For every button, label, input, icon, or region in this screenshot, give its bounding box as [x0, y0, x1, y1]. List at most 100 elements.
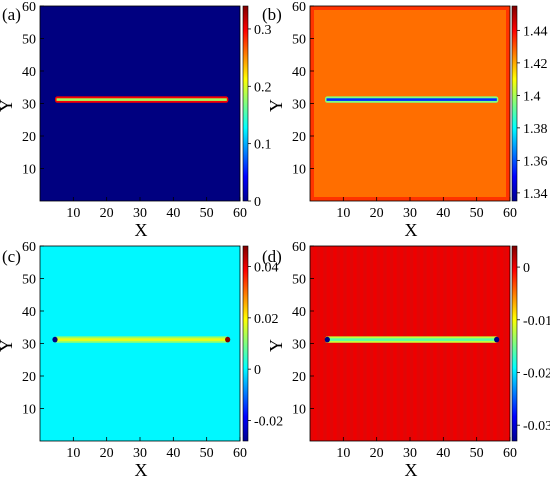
x-tick-label: 20 [370, 206, 384, 221]
x-tick-label: 10 [66, 446, 80, 461]
stripe [403, 246, 407, 441]
y-tick-label: 60 [292, 0, 306, 15]
colorbar-gradient [243, 246, 248, 441]
heatmap-background [314, 10, 506, 197]
x-tick-label: 60 [503, 206, 517, 221]
colorbar-frame [242, 245, 249, 442]
stripe [343, 246, 347, 441]
colorbar-tick-label: 1.4 [523, 89, 541, 104]
stripe [483, 246, 487, 441]
y-tick-label: 30 [22, 338, 36, 353]
stripe [356, 246, 360, 441]
y-tick-label: 20 [22, 370, 36, 385]
y-tick-label: 60 [22, 0, 36, 15]
stripe [423, 246, 427, 441]
y-axis-label: Y [0, 99, 16, 112]
y-axis-label: Y [0, 339, 16, 352]
colorbar-frame [511, 245, 518, 442]
x-tick-label: 20 [100, 206, 114, 221]
y-tick-label: 60 [292, 240, 306, 255]
panel-label: (c) [2, 247, 21, 266]
colorbar-tick-label: 0 [523, 261, 530, 276]
y-tick-label: 50 [22, 33, 36, 48]
y-tick-label: 10 [292, 403, 306, 418]
y-tick-label: 10 [292, 163, 306, 178]
stripe [410, 246, 414, 441]
colorbar-tick-label: 0.02 [254, 312, 279, 327]
stripe [496, 246, 500, 441]
x-tick-label: 40 [436, 206, 450, 221]
heatmap-background [310, 246, 510, 441]
x-axis-label: X [135, 220, 148, 240]
strip-core [56, 338, 227, 341]
x-tick-label: 40 [436, 446, 450, 461]
x-tick-label: 10 [336, 206, 350, 221]
colorbar-tick-label: -0.03 [523, 419, 550, 434]
x-tick-label: 30 [133, 206, 147, 221]
colorbar-tick-label: 0.1 [254, 138, 272, 153]
colorbar-tick-label: -0.01 [523, 314, 550, 329]
x-tick-label: 20 [100, 446, 114, 461]
colorbar: 1.34 1.36 1.38 1.4 1.42 1.44 [511, 5, 548, 202]
stripe [370, 246, 374, 441]
spot-2 [225, 336, 231, 343]
strip-core [56, 98, 227, 101]
colorbar-tick-label: 0.2 [254, 80, 272, 95]
y-tick-label: 40 [292, 65, 306, 80]
y-tick-label: 10 [22, 163, 36, 178]
stripe [450, 246, 454, 441]
x-axis-label: X [405, 460, 418, 480]
stripe [470, 246, 474, 441]
y-tick-label: 50 [292, 33, 306, 48]
x-tick-label: 30 [403, 446, 417, 461]
y-tick-label: 30 [292, 98, 306, 113]
y-tick-label: 20 [292, 130, 306, 145]
y-axis-label: Y [266, 99, 286, 112]
panel-label: (a) [2, 5, 21, 24]
panel-label: (d) [262, 247, 282, 266]
colorbar-gradient [512, 246, 517, 441]
panel-1: 10 20 30 40 50 60 10 20 30 40 50 60 X Y (a) 0 0.1 0.2 0.3 [0, 0, 272, 240]
x-tick-label: 30 [133, 446, 147, 461]
stripe [416, 246, 420, 441]
colorbar-gradient [512, 6, 517, 201]
panel-2: 10 20 30 40 50 60102030405060XY(b)1.341.361.3… [262, 0, 548, 240]
x-tick-label: 30 [403, 206, 417, 221]
colorbar-tick-label: 1.38 [523, 122, 548, 137]
stripe [503, 246, 507, 441]
spot-2 [494, 336, 500, 343]
strip-core [326, 98, 497, 101]
colorbar: 0 0.1 0.2 0.3 [242, 5, 272, 210]
y-tick-label: 50 [22, 273, 36, 288]
stripe [430, 246, 434, 441]
colorbar-tick-label: -0.02 [254, 414, 283, 429]
stripe [330, 246, 334, 441]
y-tick-label: 40 [292, 305, 306, 320]
y-tick-label: 30 [292, 338, 306, 353]
stripe [316, 246, 320, 441]
colorbar-tick-label: 0.04 [254, 261, 279, 276]
panel-3: 102030405060102030405060XY(c)(c)-0.0200.… [0, 240, 283, 480]
stripe [443, 246, 447, 441]
stripe [336, 246, 340, 441]
panel-label: (b) [262, 5, 282, 24]
x-tick-label: 40 [166, 446, 180, 461]
stripe [350, 246, 354, 441]
y-tick-label: 30 [22, 98, 36, 113]
spot-1 [324, 336, 330, 343]
x-tick-label: 10 [66, 206, 80, 221]
colorbar-tick-label: 0 [254, 363, 261, 378]
x-tick-label: 50 [470, 446, 484, 461]
x-tick-label: 40 [166, 206, 180, 221]
stripe [396, 246, 400, 441]
x-tick-label: 10 [336, 446, 350, 461]
stripe [436, 246, 440, 441]
heatmap-stripes [310, 246, 507, 441]
panel-4: 10 20 30 40 50 60102030405060XY(d)-0.03-0.02-… [262, 240, 550, 480]
x-tick-label: 60 [503, 446, 517, 461]
y-tick-label: 10 [22, 403, 36, 418]
strip-core [326, 338, 497, 341]
x-axis-label: X [135, 460, 148, 480]
stripe [390, 246, 394, 441]
stripe [490, 246, 494, 441]
